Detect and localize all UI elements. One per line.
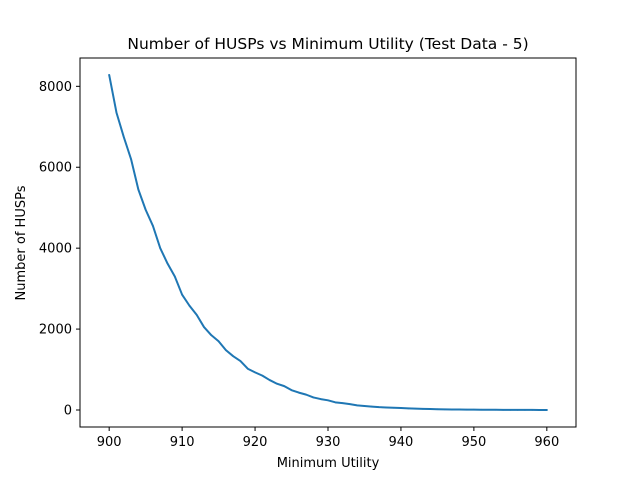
y-axis-label: Number of HUSPs bbox=[14, 185, 29, 300]
data-point bbox=[290, 389, 293, 391]
chart-title: Number of HUSPs vs Minimum Utility (Test… bbox=[127, 35, 528, 53]
data-point bbox=[122, 136, 125, 138]
data-point bbox=[276, 382, 278, 385]
data-point bbox=[509, 409, 512, 411]
data-point bbox=[217, 340, 220, 343]
data-point bbox=[261, 374, 264, 377]
data-point bbox=[312, 396, 315, 399]
x-tick-label: 920 bbox=[243, 435, 268, 450]
data-point bbox=[188, 304, 191, 307]
data-point bbox=[174, 275, 176, 278]
data-point bbox=[473, 408, 475, 411]
data-point bbox=[502, 409, 504, 411]
data-point bbox=[414, 407, 417, 410]
data-point bbox=[130, 158, 132, 160]
y-tick-label: 6000 bbox=[39, 161, 72, 176]
data-point bbox=[341, 402, 344, 404]
plot-area bbox=[108, 73, 548, 411]
data-point bbox=[166, 262, 169, 265]
data-point bbox=[546, 409, 548, 411]
data-point bbox=[356, 404, 358, 407]
data-point bbox=[159, 247, 162, 249]
data-point bbox=[246, 367, 249, 370]
data-point bbox=[334, 401, 337, 404]
data-point bbox=[108, 74, 110, 76]
data-point bbox=[254, 371, 256, 374]
x-tick-label: 960 bbox=[534, 435, 559, 450]
data-point bbox=[283, 385, 286, 387]
data-point bbox=[538, 409, 541, 411]
data-point bbox=[422, 408, 424, 410]
data-point bbox=[349, 403, 351, 405]
data-point bbox=[203, 326, 205, 328]
data-point bbox=[436, 408, 439, 411]
y-axis: 0 2000 4000 6000 8000 bbox=[39, 80, 80, 419]
data-point bbox=[487, 408, 490, 411]
data-point bbox=[225, 349, 227, 351]
data-point bbox=[181, 293, 183, 296]
data-point bbox=[370, 405, 373, 408]
data-point bbox=[443, 408, 446, 411]
data-point bbox=[195, 314, 198, 316]
data-point bbox=[400, 407, 402, 409]
data-point bbox=[115, 111, 118, 114]
x-axis-label: Minimum Utility bbox=[277, 456, 380, 471]
data-point bbox=[239, 360, 242, 362]
x-axis: 900 910 920 930 940 950 960 bbox=[97, 427, 559, 450]
x-tick-label: 910 bbox=[170, 435, 195, 450]
data-point bbox=[458, 408, 461, 411]
data-point bbox=[232, 355, 234, 357]
data-point bbox=[516, 409, 519, 411]
data-point bbox=[319, 398, 322, 400]
data-point bbox=[210, 334, 213, 336]
data-point bbox=[480, 408, 482, 411]
x-tick-label: 900 bbox=[97, 435, 122, 450]
data-point bbox=[524, 409, 526, 411]
x-tick-label: 950 bbox=[461, 435, 486, 450]
data-point bbox=[494, 409, 497, 411]
data-point bbox=[305, 393, 307, 396]
data-point bbox=[144, 208, 147, 211]
data-point bbox=[465, 408, 468, 411]
y-tick-label: 0 bbox=[64, 404, 72, 419]
x-tick-label: 930 bbox=[316, 435, 341, 450]
data-point bbox=[451, 408, 453, 411]
y-tick-label: 4000 bbox=[39, 242, 72, 257]
data-point bbox=[298, 391, 300, 394]
data-point bbox=[378, 406, 380, 408]
y-tick-label: 2000 bbox=[39, 323, 72, 338]
data-point bbox=[531, 409, 534, 411]
data-point bbox=[363, 405, 366, 407]
data-point bbox=[407, 407, 410, 410]
data-point bbox=[137, 188, 140, 191]
data-point bbox=[327, 399, 329, 402]
data-point bbox=[152, 225, 154, 227]
x-tick-label: 940 bbox=[389, 435, 414, 450]
data-point bbox=[429, 408, 431, 410]
data-point bbox=[268, 379, 271, 381]
data-point bbox=[385, 406, 388, 409]
data-point bbox=[392, 406, 395, 409]
y-tick-label: 8000 bbox=[39, 80, 72, 95]
